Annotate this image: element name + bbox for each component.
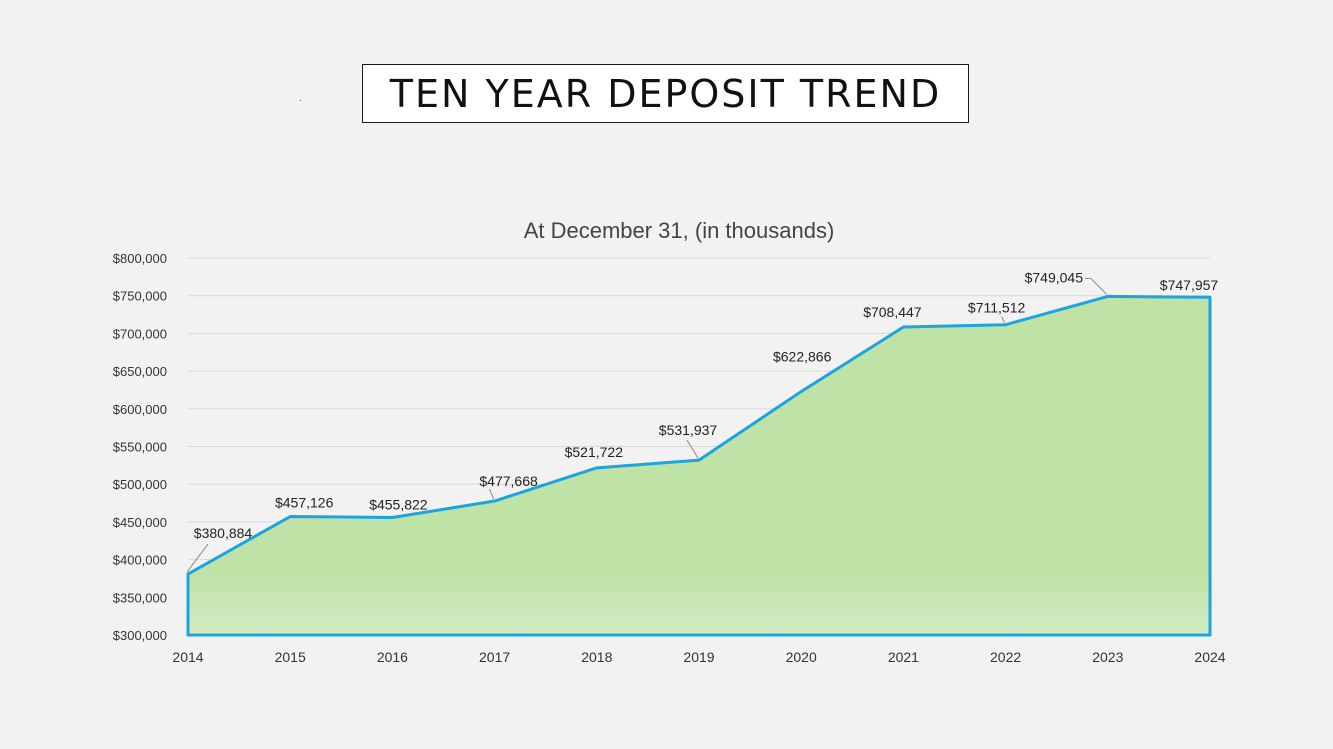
x-tick-label: 2023 xyxy=(1092,649,1123,665)
x-tick-label: 2021 xyxy=(888,649,919,665)
data-point xyxy=(1107,295,1109,297)
y-tick-label: $300,000 xyxy=(113,628,167,643)
x-tick-label: 2018 xyxy=(581,649,612,665)
label-leader-line xyxy=(489,488,495,500)
data-label: $457,126 xyxy=(275,495,334,511)
x-axis-ticks: 2014 2015 2016 2017 2018 2019 2020 2021 2022 2023… xyxy=(172,649,1225,665)
y-tick-label: $650,000 xyxy=(113,364,167,379)
area-series xyxy=(186,294,1212,637)
data-label: $708,447 xyxy=(863,304,922,320)
data-label: $380,884 xyxy=(194,525,253,541)
y-tick-label: $600,000 xyxy=(113,402,167,417)
stray-dot xyxy=(300,100,301,101)
slide-title: TEN YEAR DEPOSIT TREND xyxy=(389,71,942,116)
data-point xyxy=(1005,324,1007,326)
y-tick-label: $400,000 xyxy=(113,553,167,568)
data-point xyxy=(187,573,189,575)
chart-title: At December 31, (in thousands) xyxy=(524,218,835,243)
slide-title-box: TEN YEAR DEPOSIT TREND xyxy=(362,64,969,123)
label-leader-line xyxy=(1090,278,1108,295)
data-label: $749,045 xyxy=(1025,269,1084,285)
y-tick-label: $550,000 xyxy=(113,440,167,455)
y-tick-label: $800,000 xyxy=(113,251,167,266)
x-tick-label: 2020 xyxy=(786,649,817,665)
data-labels: $380,884 $457,126 $455,822 $477,668 $521,722… xyxy=(186,269,1219,573)
x-tick-label: 2024 xyxy=(1194,649,1225,665)
y-axis-ticks: $300,000 $350,000 $400,000 $450,000 $500,000… xyxy=(113,251,167,643)
data-point xyxy=(902,326,904,328)
y-tick-label: $350,000 xyxy=(113,590,167,605)
data-label: $455,822 xyxy=(369,497,428,513)
data-label: $711,512 xyxy=(968,300,1026,316)
x-tick-label: 2019 xyxy=(683,649,714,665)
data-point xyxy=(289,516,291,518)
data-label: $477,668 xyxy=(479,473,538,489)
data-point xyxy=(1209,296,1211,298)
x-tick-label: 2015 xyxy=(275,649,306,665)
x-tick-label: 2017 xyxy=(479,649,510,665)
data-label: $747,957 xyxy=(1160,277,1219,293)
data-point xyxy=(494,500,496,502)
x-tick-label: 2014 xyxy=(172,649,203,665)
label-leader-line xyxy=(186,543,209,573)
area-layer xyxy=(186,294,1212,637)
x-tick-label: 2016 xyxy=(377,649,408,665)
x-tick-label: 2022 xyxy=(990,649,1021,665)
label-leader-line xyxy=(686,439,699,459)
y-tick-label: $500,000 xyxy=(113,477,167,492)
label-leader-line xyxy=(1001,316,1006,323)
y-tick-label: $450,000 xyxy=(113,515,167,530)
y-tick-label: $700,000 xyxy=(113,326,167,341)
data-label: $531,937 xyxy=(659,422,718,438)
y-tick-label: $750,000 xyxy=(113,289,167,304)
data-point xyxy=(596,467,598,469)
data-label: $622,866 xyxy=(773,349,832,365)
data-point xyxy=(800,391,802,393)
data-point xyxy=(698,459,700,461)
data-point xyxy=(391,517,393,519)
data-label: $521,722 xyxy=(565,444,624,460)
